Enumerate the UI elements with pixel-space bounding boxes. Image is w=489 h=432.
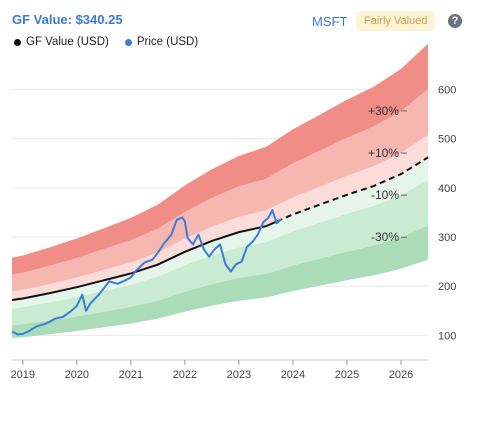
valuation-band — [12, 134, 428, 300]
ticker-symbol[interactable]: MSFT — [312, 14, 348, 29]
gf-value-title: GF Value: $340.25 — [12, 12, 123, 27]
x-tick-label: 2020 — [65, 369, 89, 381]
valuation-band — [12, 157, 428, 309]
legend-price[interactable]: Price (USD) — [124, 36, 199, 48]
legend-gf-value[interactable]: GF Value (USD) — [14, 36, 109, 48]
band-label: -30% — [371, 230, 399, 244]
chart-legend: GF Value (USD) Price (USD) — [14, 36, 198, 48]
x-tick-label: 2019 — [11, 369, 35, 381]
gf-value-projection-line — [276, 156, 429, 223]
price-dot-icon — [124, 38, 132, 46]
x-tick-label: 2026 — [389, 369, 413, 381]
y-tick-label: 400 — [438, 183, 456, 195]
y-tick-label: 100 — [438, 330, 456, 342]
y-tick-label: 200 — [438, 281, 456, 293]
band-label: +10% — [368, 146, 399, 160]
valuation-band — [12, 89, 428, 292]
x-tick-label: 2024 — [281, 369, 305, 381]
y-tick-label: 500 — [438, 134, 456, 146]
help-icon[interactable]: ? — [448, 14, 462, 28]
valuation-band — [12, 180, 428, 326]
valuation-badge: Fairly Valued — [356, 11, 436, 31]
band-label: -10% — [371, 188, 399, 202]
y-tick-label: 600 — [438, 85, 456, 97]
x-tick-label: 2021 — [119, 369, 143, 381]
legend-price-label: Price (USD) — [136, 36, 199, 48]
price-line — [11, 209, 282, 336]
valuation-band — [12, 225, 428, 339]
y-tick-label: 300 — [438, 232, 456, 244]
legend-gf-value-label: GF Value (USD) — [26, 36, 109, 48]
valuation-band — [12, 43, 428, 275]
x-tick-label: 2022 — [173, 369, 197, 381]
x-tick-label: 2023 — [227, 369, 251, 381]
gf-value-dot-icon — [14, 38, 21, 46]
x-tick-label: 2025 — [335, 369, 359, 381]
gf-value-line — [11, 220, 278, 301]
band-label: +30% — [368, 104, 399, 118]
